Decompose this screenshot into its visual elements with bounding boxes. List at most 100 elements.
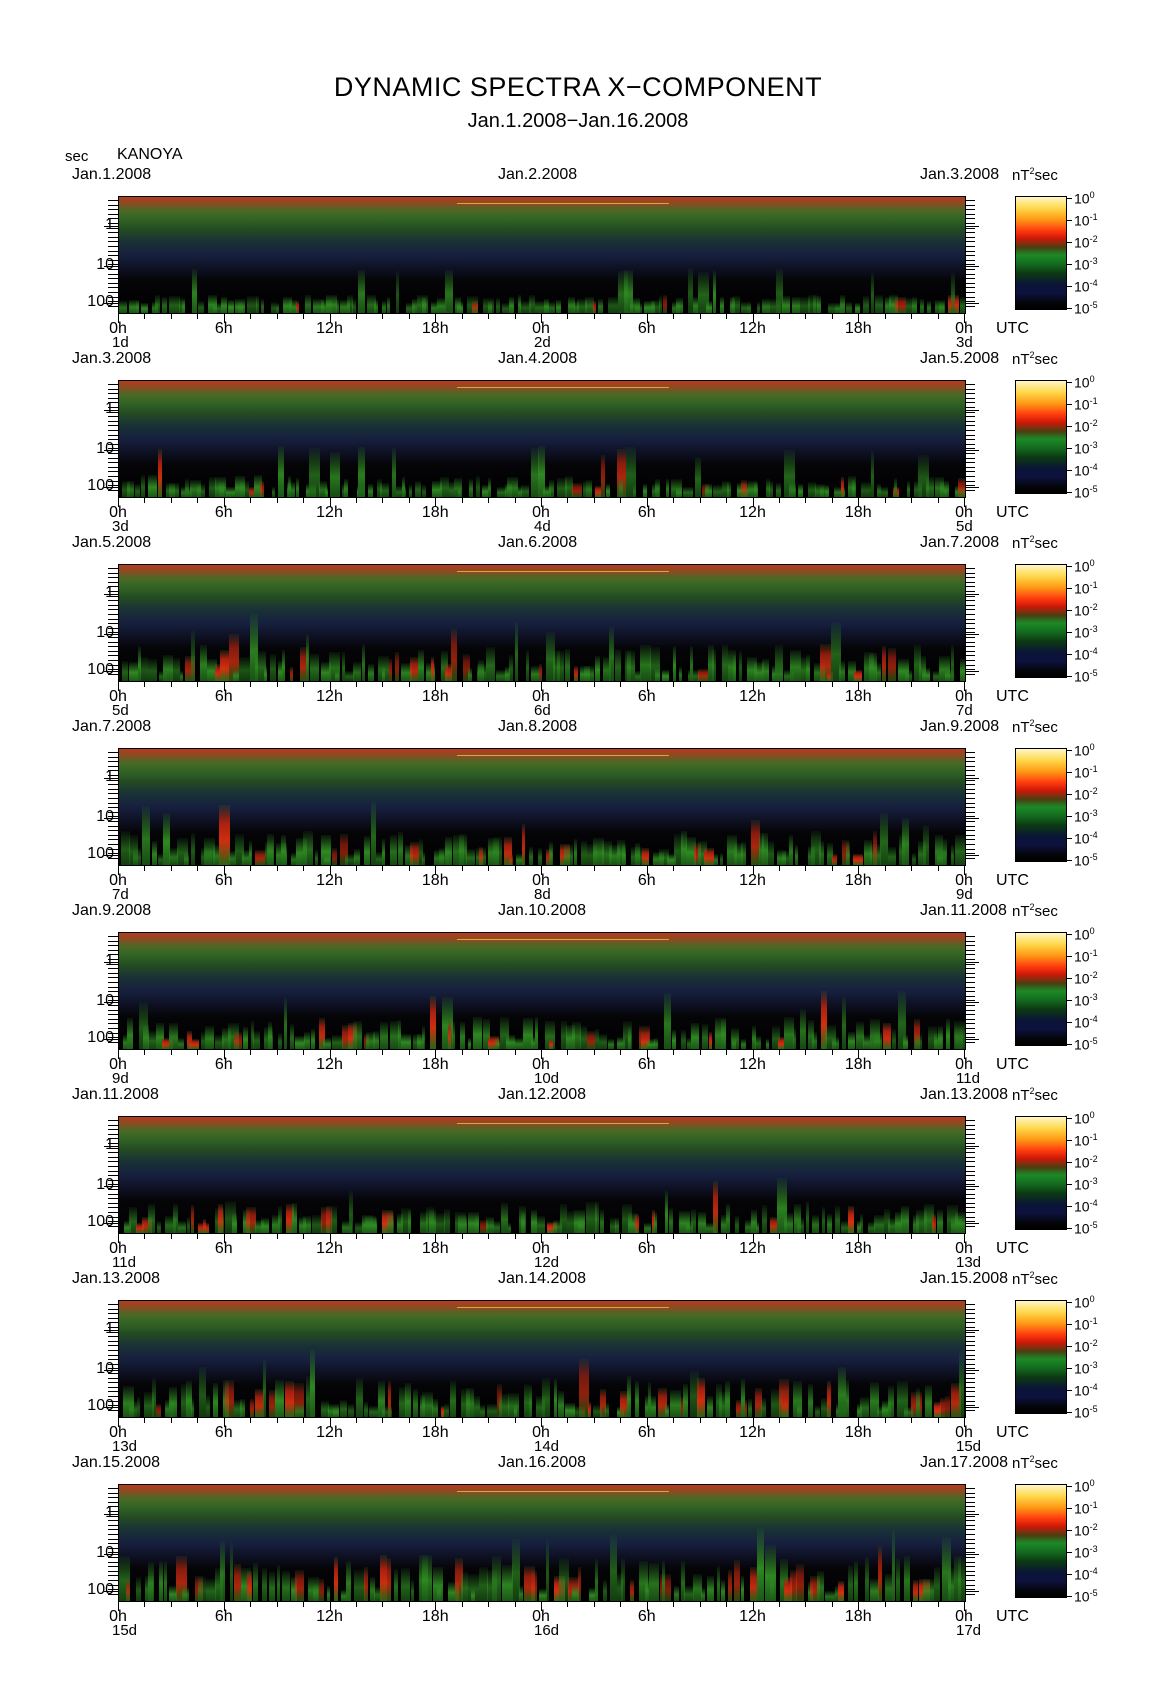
y-minor-tick: [108, 1354, 118, 1356]
y-minor-tick-right: [965, 1382, 975, 1384]
activity-band: [927, 301, 931, 313]
y-minor-tick: [108, 439, 118, 441]
x-minor-tick: [382, 1417, 384, 1423]
y-tick-label: 1: [105, 1504, 114, 1521]
activity-band: [181, 1384, 187, 1417]
y-minor-tick-right: [965, 991, 975, 993]
activity-band: [857, 1404, 862, 1417]
activity-band: [209, 477, 216, 497]
unit-exp: 2: [1029, 718, 1035, 728]
activity-band: [448, 1020, 451, 1049]
y-major-tick: [104, 634, 118, 635]
activity-band: [429, 1210, 436, 1233]
y-minor-tick-right: [965, 1520, 975, 1522]
activity-band: [846, 1380, 849, 1417]
y-minor-tick-right: [965, 816, 975, 818]
activity-band: [698, 841, 707, 865]
activity-band: [523, 1018, 533, 1049]
activity-band: [748, 1399, 752, 1417]
day-label-start: 9d: [112, 1070, 129, 1087]
y-minor-tick-right: [965, 1175, 975, 1177]
activity-band: [303, 831, 313, 865]
colorbar-label-exp: -4: [1089, 830, 1098, 840]
activity-band: [565, 476, 573, 497]
colorbar-label: 10-4: [1074, 278, 1098, 295]
y-major-tick: [104, 226, 118, 227]
y-minor-tick-right: [965, 1018, 975, 1020]
activity-band: [923, 825, 929, 865]
x-tick-label: 6h: [214, 1056, 233, 1073]
y-minor-tick: [108, 420, 118, 422]
y-minor-tick-right: [965, 940, 975, 942]
y-minor-tick: [108, 650, 118, 652]
activity-band: [529, 1385, 532, 1417]
y-tick-label: 100: [87, 661, 114, 678]
x-minor-tick: [355, 497, 357, 503]
activity-band: [526, 650, 529, 681]
activity-band: [529, 295, 535, 313]
unit-tail: sec: [1034, 719, 1058, 736]
activity-band: [352, 299, 356, 313]
activity-band: [228, 1023, 239, 1049]
activity-band: [396, 486, 406, 497]
colorbar-label-exp: -1: [1089, 580, 1098, 590]
y-minor-tick: [108, 945, 118, 947]
top-trace: [457, 1307, 669, 1308]
colorbar-label-exp: 0: [1089, 374, 1095, 384]
colorbar-tick: [1066, 956, 1072, 957]
activity-band: [574, 839, 577, 865]
panel-mid-date: Jan.8.2008: [498, 718, 578, 735]
activity-band: [622, 844, 626, 865]
y-minor-tick: [108, 278, 118, 280]
activity-band: [410, 657, 418, 681]
activity-band: [701, 1588, 705, 1601]
colorbar-label: 10-5: [1074, 1036, 1098, 1053]
activity-band: [531, 1571, 537, 1601]
activity-band: [813, 295, 818, 313]
y-minor-tick: [108, 1179, 118, 1181]
x-minor-tick: [937, 1601, 939, 1607]
y-minor-tick: [108, 457, 118, 459]
activity-band: [278, 446, 284, 497]
y-minor-tick: [108, 407, 118, 408]
y-minor-tick: [108, 802, 118, 804]
y-major-tick-right: [965, 962, 979, 963]
activity-band: [795, 845, 798, 865]
x-minor-tick: [673, 1601, 675, 1607]
activity-band: [440, 477, 449, 497]
x-minor-tick: [937, 681, 939, 687]
y-minor-tick: [108, 1322, 118, 1324]
y-minor-tick-right: [965, 273, 975, 275]
y-minor-tick-right: [965, 393, 975, 395]
activity-band: [770, 1217, 777, 1233]
y-major-tick-right: [965, 450, 979, 451]
activity-band: [674, 1586, 679, 1601]
activity-band: [681, 1030, 686, 1049]
x-major-tick: [752, 681, 754, 691]
colorbar-label-exp: -1: [1089, 948, 1098, 958]
activity-band: [516, 854, 523, 865]
colorbar-label: 10-3: [1074, 624, 1098, 641]
y-minor-tick-right: [965, 489, 975, 491]
y-minor-tick-right: [965, 1202, 975, 1204]
activity-band: [665, 1404, 669, 1417]
activity-band: [784, 1213, 793, 1233]
activity-band: [538, 446, 545, 497]
activity-band: [515, 622, 518, 681]
activity-band: [615, 1218, 619, 1233]
activity-band: [906, 298, 912, 313]
activity-band: [654, 1038, 658, 1049]
activity-band: [382, 666, 385, 681]
activity-band: [762, 833, 768, 865]
y-minor-tick-right: [965, 476, 975, 477]
activity-band: [688, 268, 693, 313]
y-minor-tick-right: [965, 581, 975, 583]
activity-band: [547, 1222, 557, 1233]
activity-band: [679, 667, 682, 681]
x-minor-tick: [250, 1601, 252, 1607]
x-minor-tick: [937, 497, 939, 503]
x-minor-tick: [170, 681, 172, 687]
activity-band: [951, 273, 955, 313]
activity-band: [556, 300, 561, 313]
x-major-tick: [435, 865, 437, 875]
